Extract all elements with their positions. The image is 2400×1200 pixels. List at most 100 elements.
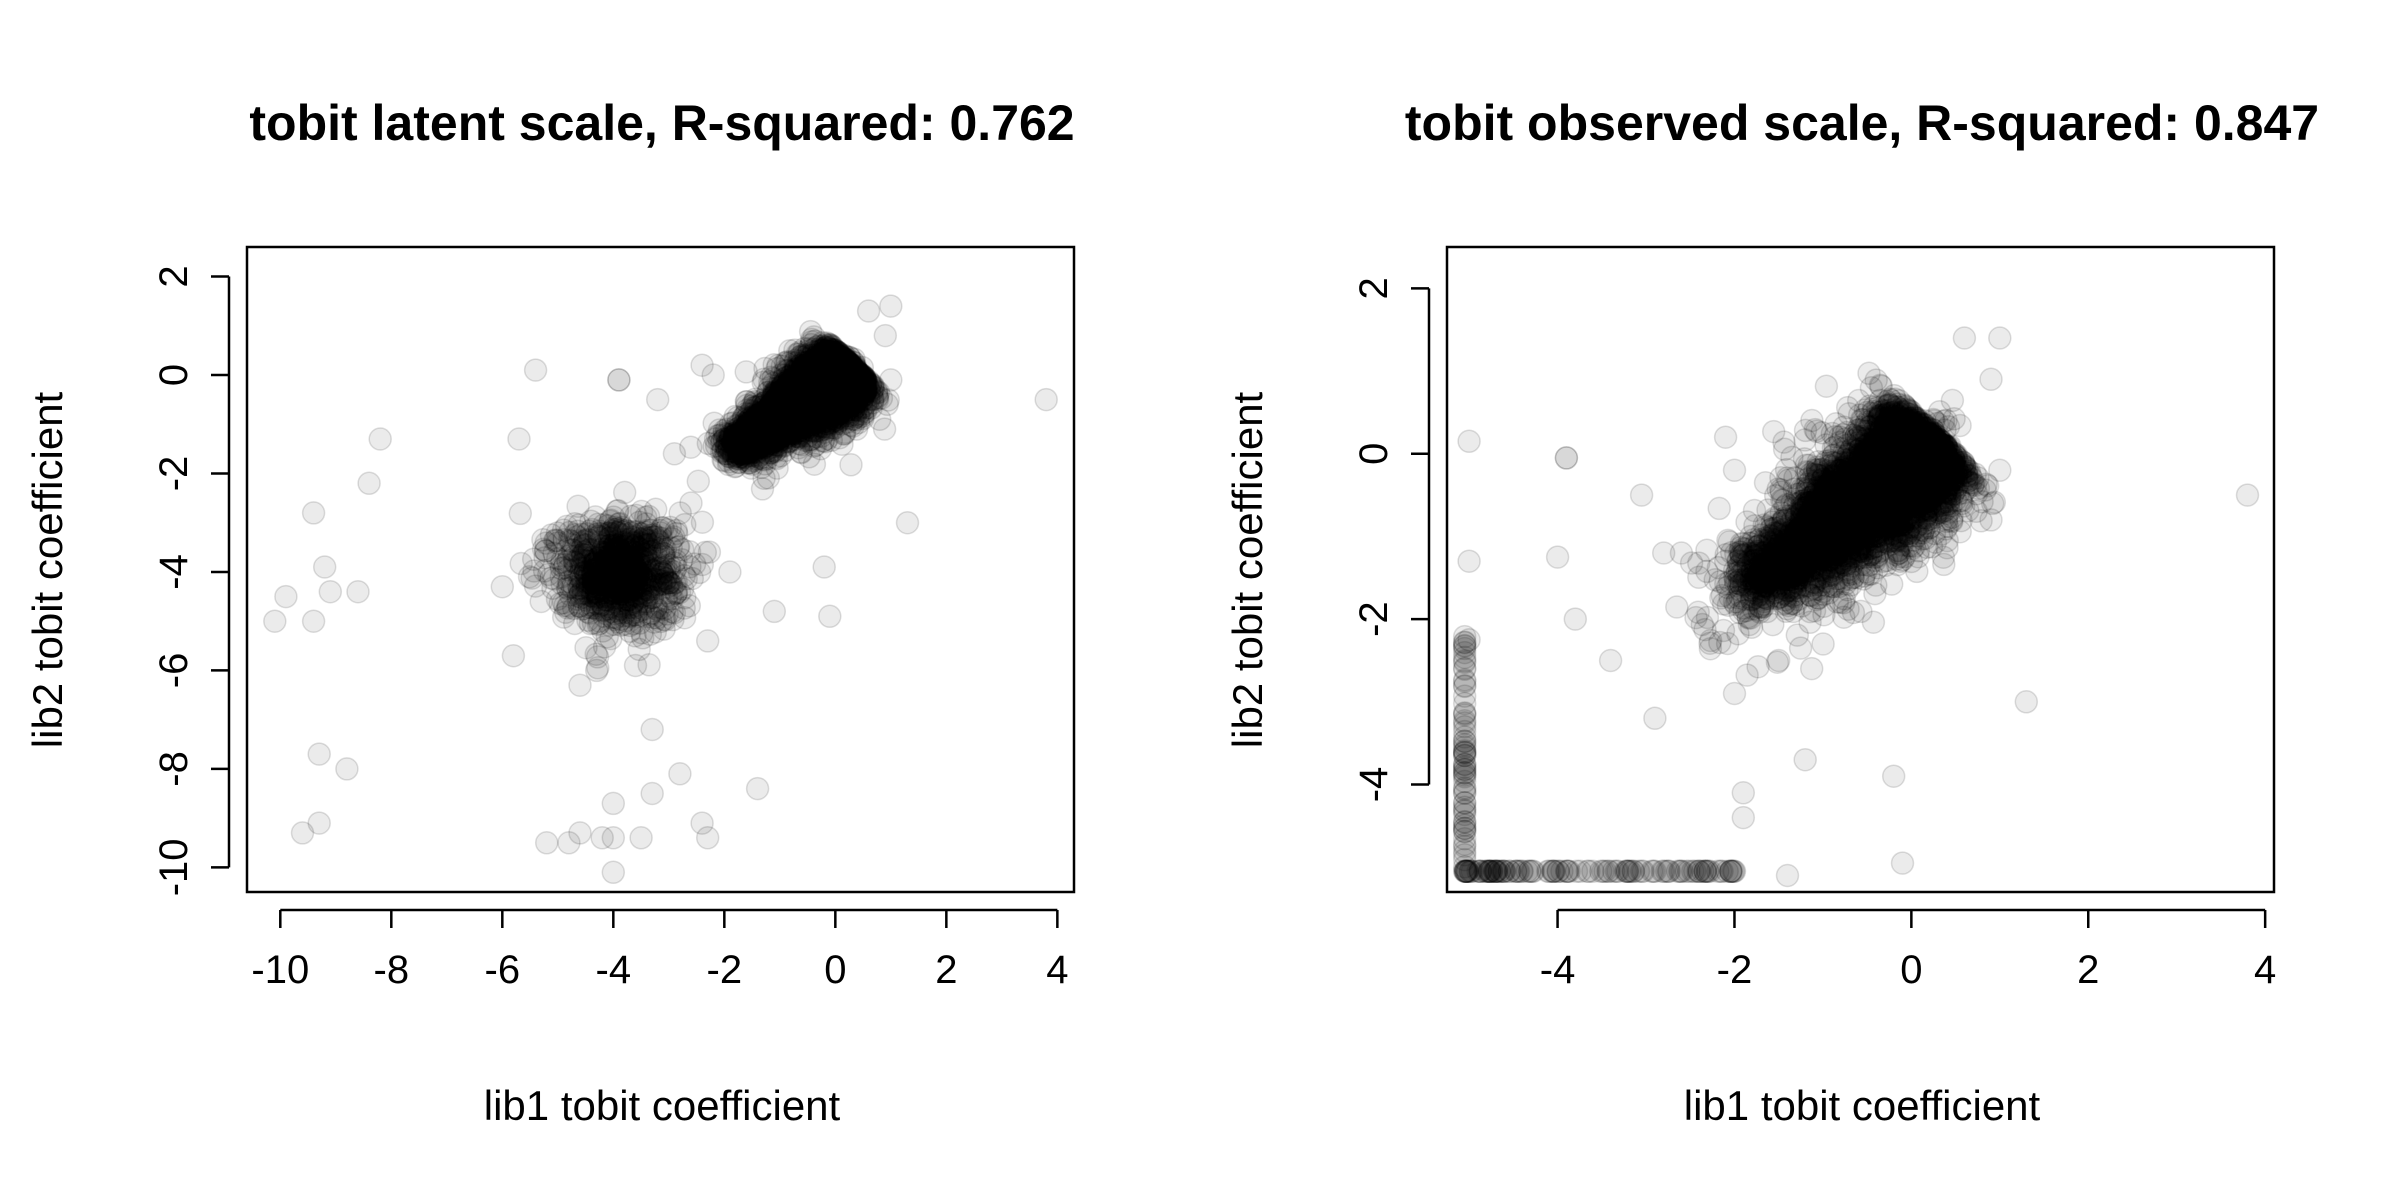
- data-point: [813, 375, 837, 399]
- data-point: [837, 359, 861, 384]
- data-point: [839, 370, 863, 394]
- data-point: [831, 359, 856, 383]
- data-point: [838, 378, 862, 402]
- data-point: [836, 369, 861, 394]
- data-point: [789, 384, 813, 408]
- data-point: [837, 362, 862, 387]
- data-point: [830, 385, 855, 409]
- data-point: [839, 362, 864, 386]
- data-point: [815, 383, 840, 407]
- data-point: [748, 446, 773, 471]
- data-point: [834, 366, 859, 391]
- data-point: [831, 369, 856, 394]
- data-point: [812, 382, 836, 407]
- data-point: [783, 391, 808, 415]
- data-point: [845, 365, 869, 390]
- data-point: [800, 401, 825, 426]
- data-point: [835, 359, 859, 384]
- data-point: [789, 399, 813, 423]
- data-point: [805, 394, 830, 418]
- data-point: [753, 421, 778, 445]
- data-point: [788, 386, 812, 410]
- data-point: [767, 403, 792, 428]
- data-point: [799, 384, 824, 408]
- data-point: [853, 379, 878, 404]
- data-point: [816, 356, 841, 380]
- data-point: [805, 375, 830, 399]
- latent-scale-panel: tobit latent scale, R-squared: 0.762 lib…: [24, 95, 1076, 1129]
- data-point: [834, 358, 858, 382]
- data-point: [831, 389, 856, 413]
- data-point: [766, 380, 790, 405]
- data-point: [820, 348, 845, 373]
- data-point: [782, 389, 807, 413]
- data-point: [812, 336, 837, 360]
- data-point: [842, 366, 866, 391]
- data-point: [820, 355, 845, 380]
- data-point: [826, 360, 851, 384]
- data-point: [833, 361, 858, 385]
- data-point: [801, 403, 826, 427]
- data-point: [836, 355, 861, 380]
- data-point: [814, 407, 838, 431]
- data-point: [796, 368, 820, 393]
- data-point: [813, 375, 837, 400]
- data-point: [844, 378, 869, 402]
- data-point: [686, 469, 711, 494]
- data-point: [824, 387, 848, 412]
- data-point: [829, 347, 854, 371]
- data-point: [829, 351, 853, 375]
- data-point: [711, 439, 735, 463]
- data-point: [798, 394, 823, 419]
- data-point: [852, 383, 877, 407]
- data-point: [770, 411, 795, 435]
- data-point: [819, 381, 844, 406]
- data-point: [802, 394, 826, 418]
- data-point: [778, 413, 803, 438]
- data-point: [793, 392, 818, 417]
- data-point: [798, 359, 823, 383]
- data-point: [851, 383, 876, 408]
- data-point: [757, 431, 782, 456]
- data-point: [839, 353, 863, 378]
- data-point: [799, 365, 824, 389]
- data-point: [793, 378, 818, 402]
- y-axis-label: lib2 tobit coefficient: [24, 391, 71, 748]
- data-point: [820, 338, 845, 362]
- data-point: [776, 380, 801, 404]
- data-point: [808, 361, 832, 385]
- data-point: [806, 400, 830, 425]
- data-point: [824, 407, 848, 432]
- data-point: [836, 368, 860, 392]
- data-point: [818, 384, 843, 409]
- data-point: [796, 384, 820, 408]
- scatter-points: [263, 294, 1058, 885]
- data-point: [824, 395, 848, 419]
- data-point: [812, 346, 836, 371]
- data-point: [843, 377, 867, 402]
- data-point: [794, 388, 818, 413]
- data-point: [758, 398, 782, 422]
- data-point: [823, 355, 848, 380]
- data-point: [807, 355, 831, 379]
- data-point: [771, 374, 796, 398]
- data-point: [820, 377, 845, 401]
- chart-title: tobit latent scale, R-squared: 0.762: [249, 95, 1074, 151]
- data-point: [821, 339, 845, 364]
- data-point: [827, 342, 852, 366]
- data-point: [832, 351, 857, 375]
- data-point: [848, 384, 872, 409]
- data-point: [798, 408, 822, 432]
- data-point: [781, 397, 805, 422]
- data-point: [787, 385, 812, 410]
- data-point: [823, 376, 847, 400]
- data-point: [820, 368, 845, 392]
- data-point: [814, 350, 839, 374]
- data-point: [839, 381, 863, 405]
- data-point: [798, 373, 823, 397]
- data-point: [831, 362, 855, 387]
- data-point: [855, 371, 880, 396]
- data-point: [508, 501, 533, 526]
- data-point: [802, 374, 827, 398]
